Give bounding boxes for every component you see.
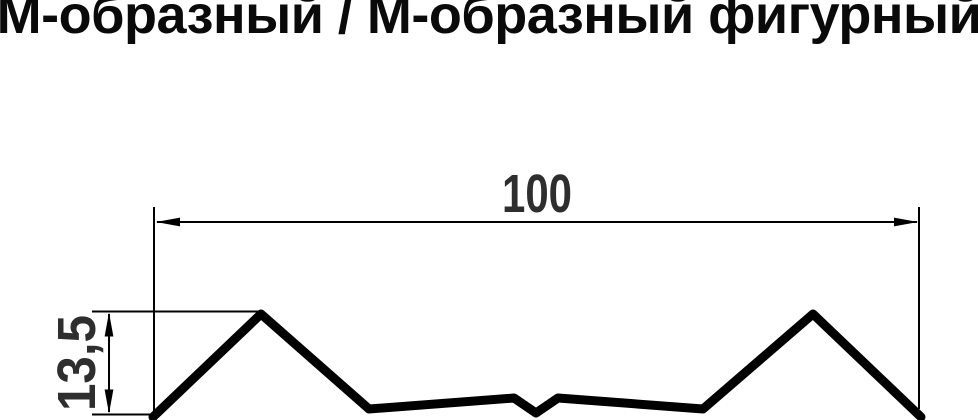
page-title: М-образный / М-образный фигурный xyxy=(0,0,978,45)
height-dimension-label: 13,5 xyxy=(47,315,107,411)
height-arrow-up-icon xyxy=(104,312,114,337)
dimension-arrows xyxy=(104,217,918,414)
m-profile-outline xyxy=(148,309,926,420)
width-arrow-right-icon xyxy=(894,217,918,227)
width-arrow-left-icon xyxy=(156,217,180,227)
dimension-lines xyxy=(92,207,920,416)
height-arrow-down-icon xyxy=(104,389,114,414)
width-dimension-label: 100 xyxy=(502,164,572,224)
